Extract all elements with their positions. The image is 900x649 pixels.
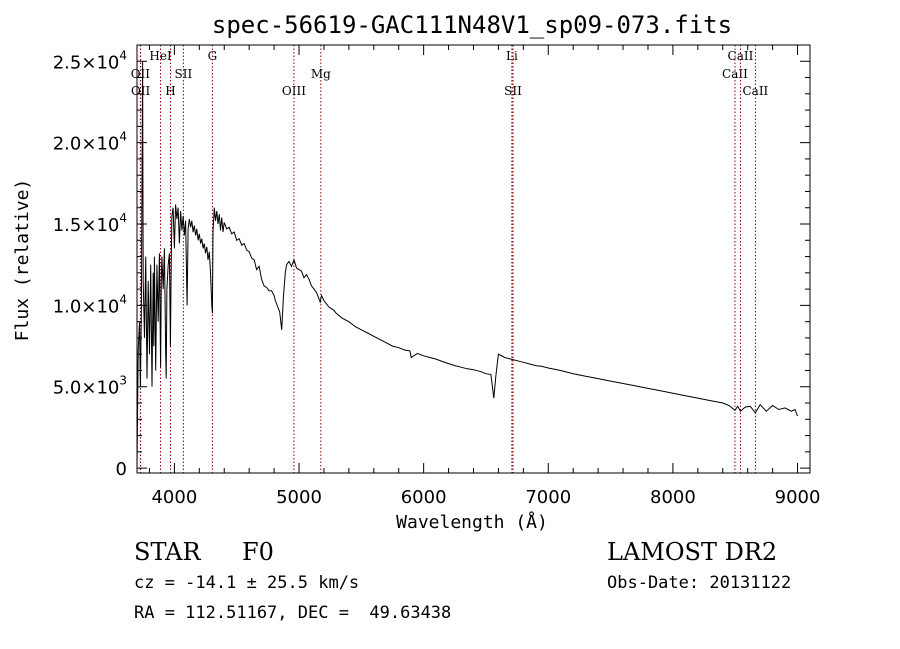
line-label-sii: SII bbox=[504, 84, 522, 98]
coordinates-text: RA = 112.51167, DEC = 49.63438 bbox=[134, 603, 452, 623]
x-axis-label: Wavelength (Å) bbox=[396, 511, 548, 533]
plot-frame bbox=[136, 44, 811, 474]
chart-title: spec-56619-GAC111N48V1_sp09-073.fits bbox=[212, 11, 732, 39]
x-tick-label: 6000 bbox=[401, 487, 447, 508]
y-axis: 0 5.0×103 1.0×104 1.5×104 2.0×104 2.5×104 bbox=[53, 44, 810, 480]
line-label-g: G bbox=[208, 49, 218, 63]
line-label-sii: SII bbox=[175, 67, 193, 81]
line-label-hei: HeI bbox=[149, 49, 172, 63]
x-tick-label: 5000 bbox=[276, 487, 322, 508]
x-tick-label: 8000 bbox=[650, 487, 696, 508]
y-tick-label: 1.0×104 bbox=[53, 292, 127, 317]
line-label-caii: CaII bbox=[742, 84, 768, 98]
redshift-velocity-text: cz = -14.1 ± 25.5 km/s bbox=[134, 573, 360, 593]
line-label-li: Li bbox=[506, 49, 518, 63]
line-label-mg: Mg bbox=[311, 67, 331, 81]
x-tick-label: 9000 bbox=[775, 487, 821, 508]
y-tick-label: 1.5×104 bbox=[53, 211, 127, 236]
y-tick-label: 2.5×104 bbox=[53, 48, 127, 73]
x-tick-label: 4000 bbox=[151, 487, 197, 508]
object-subclass-label: F0 bbox=[242, 538, 274, 566]
line-label-h: H bbox=[165, 84, 175, 98]
line-label-oiii: OIII bbox=[282, 84, 306, 98]
line-label-caii: CaII bbox=[728, 49, 754, 63]
x-tick-label: 7000 bbox=[525, 487, 571, 508]
y-axis-label: Flux (relative) bbox=[12, 179, 33, 342]
line-label-caii: CaII bbox=[722, 67, 748, 81]
object-class-label: STAR bbox=[134, 538, 201, 566]
y-tick-label: 5.0×103 bbox=[53, 374, 127, 399]
survey-label: LAMOST DR2 bbox=[607, 538, 778, 566]
x-axis: 4000 5000 6000 7000 8000 9000 bbox=[148, 45, 821, 508]
y-tick-label: 0 bbox=[116, 459, 127, 480]
spectrum-line bbox=[136, 61, 798, 469]
observation-date-text: Obs-Date: 20131122 bbox=[607, 573, 792, 593]
y-tick-label: 2.0×104 bbox=[53, 130, 127, 155]
line-label-oii: OII bbox=[131, 84, 151, 98]
